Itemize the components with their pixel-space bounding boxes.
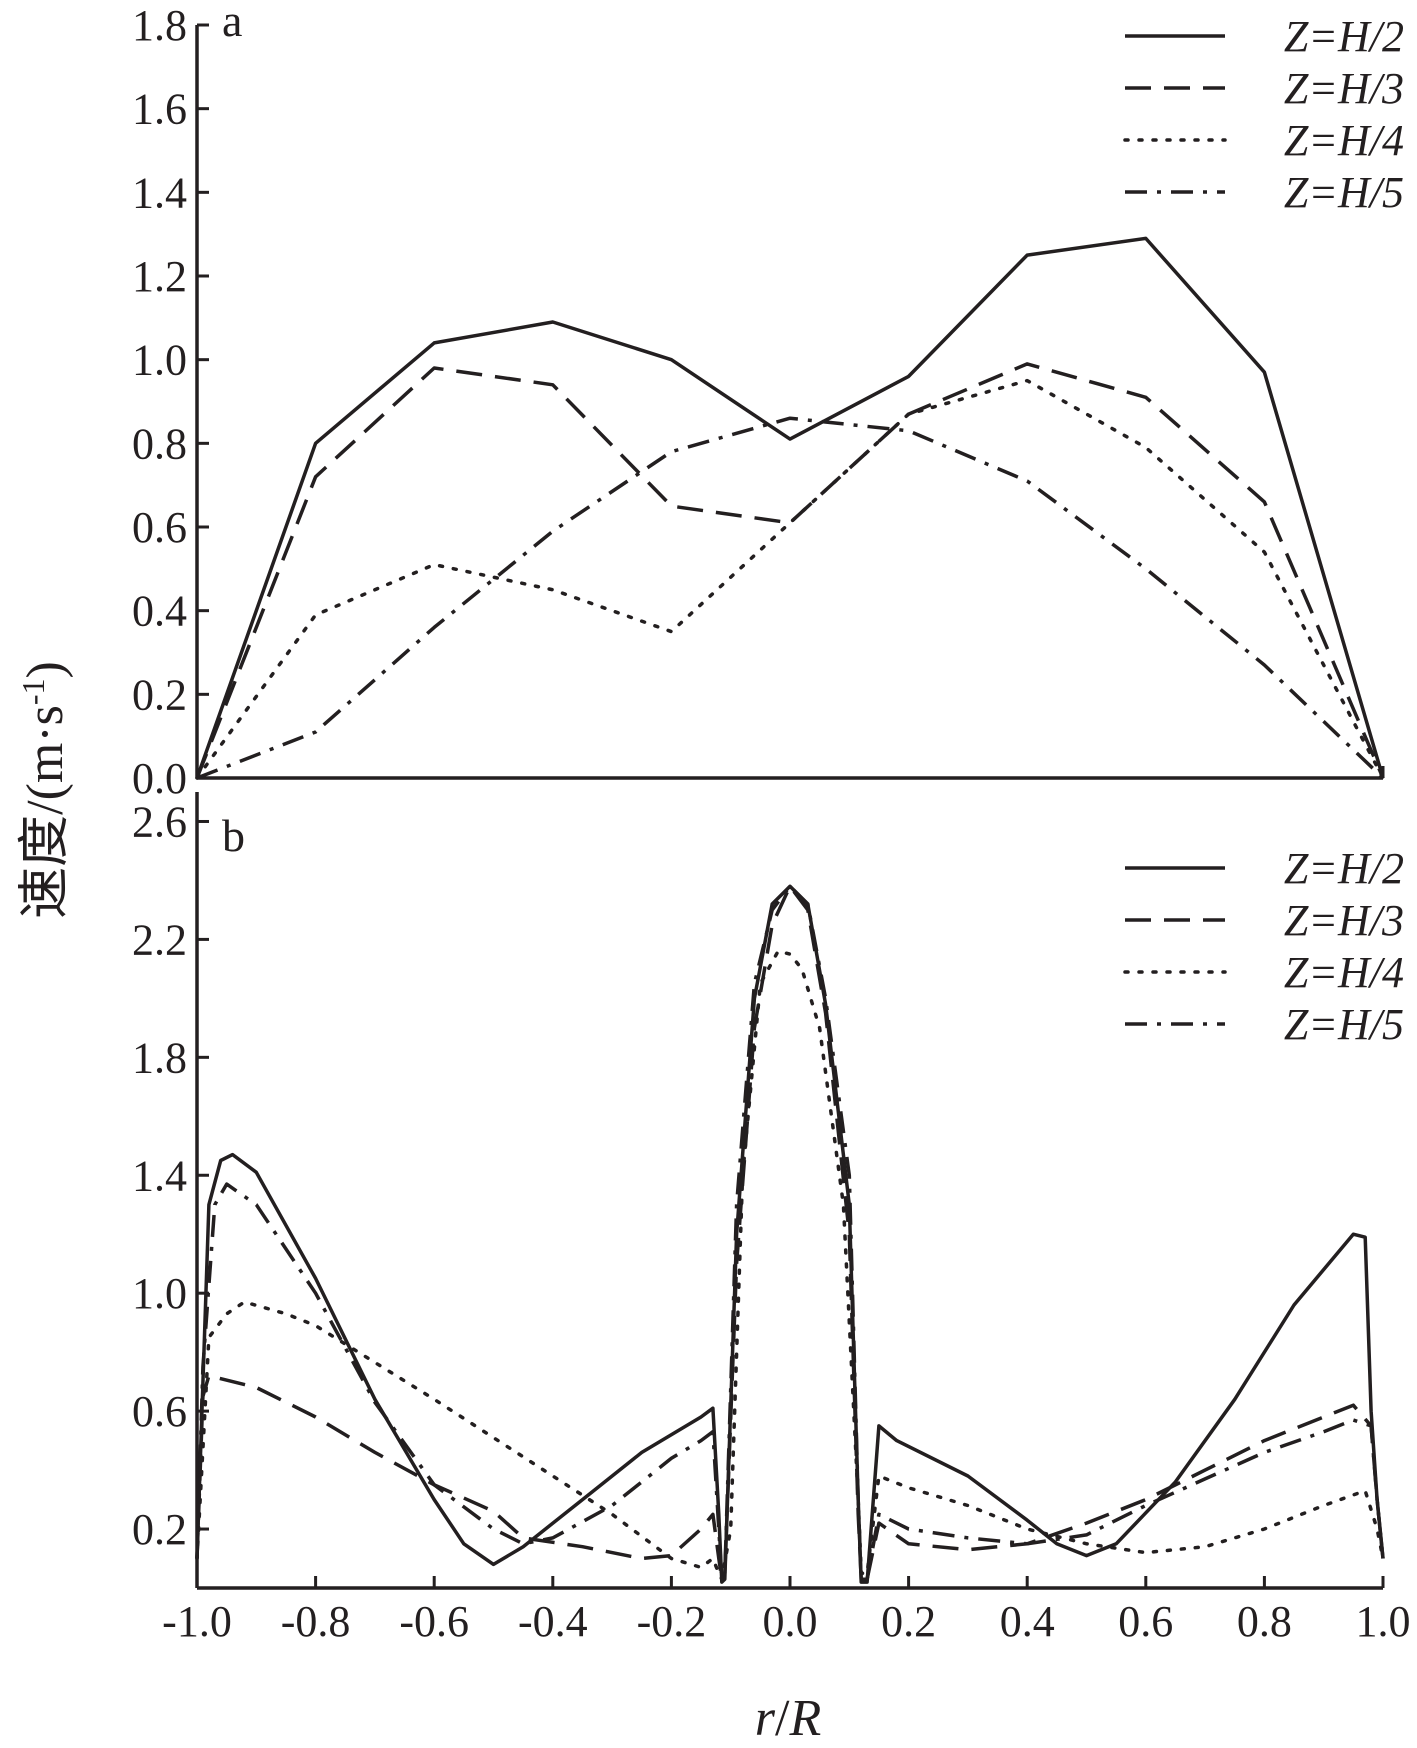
x-tick-label: -0.4: [518, 1597, 588, 1646]
series-line-z-h-2: [195, 884, 1385, 1584]
series-line-z-h-3: [195, 884, 1385, 1581]
y-tick-label: 0.2: [132, 670, 187, 719]
y-tick-label: 0.2: [132, 1505, 187, 1554]
legend-label-z-h-2: Z=H/2: [1284, 844, 1404, 893]
x-tick-label: 1.0: [1356, 1597, 1411, 1646]
series-line-z-h-4: [195, 949, 1385, 1581]
panel-b-chart: 0.2 0.6 1.0 1.4 1.8 2.2 2.6 Z=H/2Z=H/3Z=H/4Z=H…: [132, 792, 1404, 1590]
x-tick-label: 0.4: [1000, 1597, 1055, 1646]
x-axis-title: r/R: [755, 1690, 821, 1747]
x-tick-label: 0.6: [1118, 1597, 1173, 1646]
y-tick-label: 2.6: [132, 797, 187, 846]
legend-label-z-h-3: Z=H/3: [1284, 896, 1404, 945]
panel-a-chart: 0.00.20.40.60.81.01.21.41.61.8 Z=H/2Z=H/…: [132, 0, 1404, 803]
y-tick-label: 1.8: [132, 1033, 187, 1082]
y-tick-label: 0.8: [132, 419, 187, 468]
y-tick-label: 0.0: [132, 754, 187, 803]
y-tick-label: 2.2: [132, 915, 187, 964]
x-tick-label: 0.0: [763, 1597, 818, 1646]
y-tick-label: 1.4: [132, 1151, 187, 1200]
x-tick-label: -0.8: [281, 1597, 351, 1646]
legend-label-z-h-3: Z=H/3: [1284, 64, 1404, 113]
y-tick-label: 1.2: [132, 252, 187, 301]
x-tick-label: 0.2: [881, 1597, 936, 1646]
y-tick-label: 1.4: [132, 168, 187, 217]
series-line-z-h-5: [195, 884, 1385, 1581]
x-tick-label: -1.0: [162, 1597, 232, 1646]
panel-a-label: a: [222, 0, 242, 46]
legend-label-z-h-5: Z=H/5: [1284, 168, 1404, 217]
legend-label-z-h-4: Z=H/4: [1284, 948, 1404, 997]
legend-label-z-h-2: Z=H/2: [1284, 12, 1404, 61]
x-tick-label: -0.6: [399, 1597, 469, 1646]
y-tick-label: 1.8: [132, 1, 187, 50]
panel-b-label: b: [222, 810, 245, 861]
y-tick-label: 1.0: [132, 1269, 187, 1318]
y-tick-label: 0.6: [132, 1387, 187, 1436]
y-tick-label: 1.0: [132, 336, 187, 385]
x-tick-label: 0.8: [1237, 1597, 1292, 1646]
y-tick-label: 1.6: [132, 85, 187, 134]
series-line-z-h-2: [195, 236, 1385, 779]
y-tick-label: 0.4: [132, 587, 187, 636]
x-tick-label: -0.2: [637, 1597, 707, 1646]
series-line-z-h-3: [195, 362, 1385, 779]
legend-label-z-h-4: Z=H/4: [1284, 116, 1404, 165]
y-tick-label: 0.6: [132, 503, 187, 552]
panel-a-axes: [195, 25, 1385, 780]
legend-label-z-h-5: Z=H/5: [1284, 1000, 1404, 1049]
x-axis-ticks: -1.0 -0.8 -0.6 -0.4 -0.2 0.0 0.2 0.4 0.6 0.8 1.0: [162, 1576, 1411, 1646]
y-axis-title: 速度/(m·s-1): [15, 661, 74, 919]
series-line-z-h-5: [196, 416, 1385, 780]
